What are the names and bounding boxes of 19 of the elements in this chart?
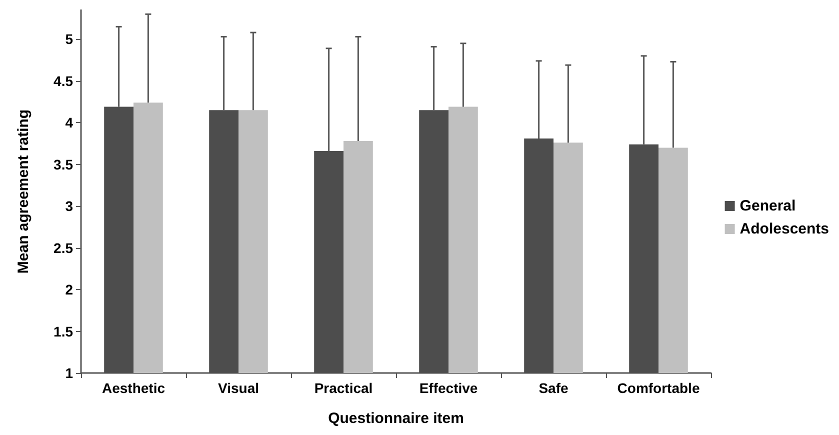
x-axis-title: Questionnaire item: [328, 410, 464, 427]
y-tick-label: 1.5: [54, 323, 74, 340]
legend-label: Adolescents: [740, 220, 830, 238]
y-tick-label: 4.5: [54, 72, 74, 89]
x-tick-label: Safe: [538, 380, 568, 396]
x-tick-label: Visual: [218, 380, 259, 396]
x-tick-label: Comfortable: [617, 380, 700, 396]
legend-label: General: [740, 198, 796, 214]
y-tick-label: 3: [65, 198, 74, 214]
x-tick-label: Effective: [419, 380, 478, 396]
y-tick-label: 2.5: [54, 240, 74, 256]
y-tick-label: 3.5: [54, 156, 74, 172]
x-tick-label: Aesthetic: [102, 380, 166, 396]
y-tick-label: 4: [65, 114, 74, 131]
y-axis-title: Mean agreement rating: [15, 109, 32, 274]
y-tick-label: 2: [65, 282, 74, 298]
y-tick-label: 1: [65, 365, 74, 381]
x-tick-label: Practical: [314, 380, 373, 396]
y-tick-label: 5: [65, 31, 74, 48]
